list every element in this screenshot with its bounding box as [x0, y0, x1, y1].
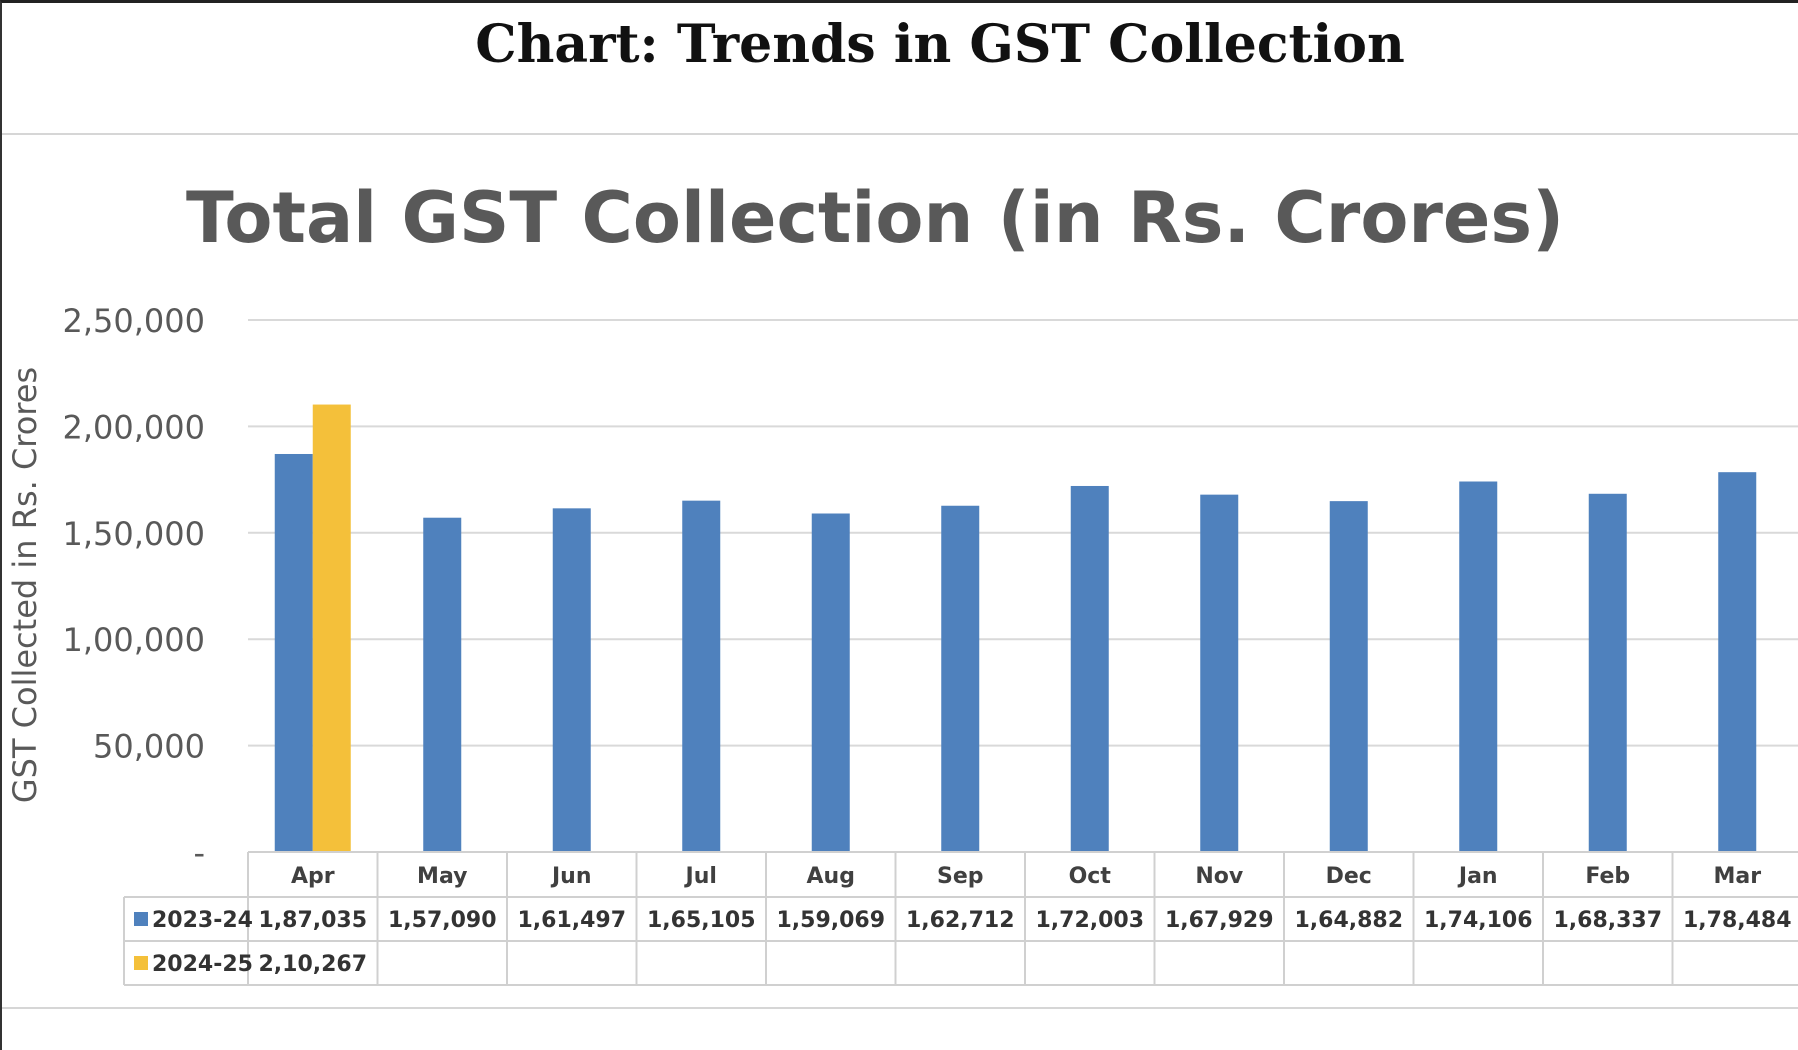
x-tick-label: Feb: [1585, 864, 1630, 889]
bar-2023-24-Jan: [1459, 481, 1498, 852]
bar-2023-24-Feb: [1588, 493, 1627, 852]
x-tick-label: May: [417, 864, 467, 889]
y-axis-label: GST Collected in Rs. Crores: [6, 367, 44, 803]
bar-2023-24-Mar: [1718, 472, 1757, 852]
bar-2023-24-Jun: [552, 508, 591, 852]
bar-2023-24-Apr: [274, 453, 313, 852]
data-label: 1,61,497: [517, 908, 626, 933]
y-axis-ticks: - 50,000 1,00,000 1,50,000 2,00,000 2,50,000: [63, 302, 206, 872]
bar-2023-24-Dec: [1329, 501, 1368, 852]
figure-heading: Chart: Trends in GST Collection: [475, 14, 1405, 75]
legend-swatch: [134, 912, 148, 926]
y-tick-label: -: [193, 834, 205, 872]
data-label: 1,67,929: [1165, 908, 1274, 933]
data-label: 1,65,105: [647, 908, 756, 933]
gridlines: [248, 319, 1798, 747]
y-tick-label: 2,50,000: [63, 302, 206, 340]
bar-2023-24-May: [423, 517, 462, 852]
x-tick-label: Dec: [1326, 864, 1372, 889]
data-table: Apr May Jun Jul Aug Sep Oct Nov Dec Jan Feb Mar 2023…: [123, 851, 1798, 986]
x-tick-label: Jun: [550, 864, 592, 889]
bar-2024-25-Apr: [312, 404, 351, 852]
data-label: 1,78,484: [1683, 908, 1792, 933]
legend-swatch: [134, 956, 148, 970]
x-tick-label: Sep: [937, 864, 984, 889]
bottom-divider: [2, 1007, 1798, 1009]
bar-2023-24-Nov: [1200, 494, 1239, 852]
y-tick-label: 1,50,000: [63, 515, 206, 553]
y-tick-label: 50,000: [93, 728, 205, 766]
data-label: 1,68,337: [1553, 908, 1662, 933]
data-label: 1,87,035: [258, 908, 367, 933]
bar-2023-24-Oct: [1070, 485, 1109, 852]
bar-2023-24-Sep: [941, 505, 980, 852]
x-tick-label: Jan: [1457, 864, 1498, 889]
data-label: 1,57,090: [388, 908, 497, 933]
data-label: 1,59,069: [776, 908, 885, 933]
chart-title: Total GST Collection (in Rs. Crores): [186, 177, 1564, 259]
legend-label: 2023-24: [152, 908, 253, 933]
top-divider: [2, 133, 1798, 135]
x-tick-label: Nov: [1195, 864, 1244, 889]
y-tick-label: 1,00,000: [63, 621, 206, 659]
bar-2023-24-Jul: [682, 500, 721, 852]
x-tick-label: Aug: [807, 864, 855, 889]
x-tick-label: Mar: [1713, 864, 1761, 889]
data-label: 1,74,106: [1424, 908, 1533, 933]
legend-label: 2024-25: [152, 952, 253, 977]
bars: [274, 404, 1757, 852]
bar-2023-24-Aug: [811, 513, 850, 852]
x-tick-label: Apr: [291, 864, 335, 889]
data-label: 1,72,003: [1035, 908, 1144, 933]
x-tick-label: Oct: [1069, 864, 1112, 889]
x-tick-label: Jul: [684, 864, 717, 889]
data-label: 1,64,882: [1294, 908, 1403, 933]
data-label: 1,62,712: [906, 908, 1015, 933]
data-label: 2,10,267: [258, 952, 367, 977]
y-tick-label: 2,00,000: [63, 408, 206, 446]
